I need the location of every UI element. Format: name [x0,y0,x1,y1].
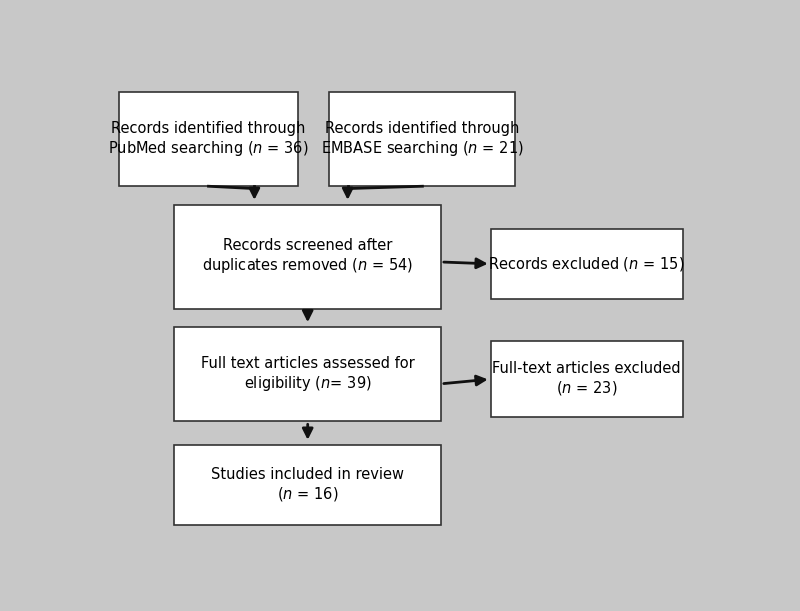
FancyBboxPatch shape [174,205,441,309]
FancyBboxPatch shape [490,229,682,299]
Text: Full text articles assessed for
eligibility ($n$= 39): Full text articles assessed for eligibil… [201,356,414,393]
Text: Records identified through
EMBASE searching ($n$ = 21): Records identified through EMBASE search… [321,121,524,158]
Text: Records excluded ($n$ = 15): Records excluded ($n$ = 15) [489,255,685,273]
Text: Studies included in review
($n$ = 16): Studies included in review ($n$ = 16) [211,467,404,503]
Text: Records screened after
duplicates removed ($n$ = 54): Records screened after duplicates remove… [202,238,414,275]
FancyBboxPatch shape [174,327,441,422]
Text: Full-text articles excluded
($n$ = 23): Full-text articles excluded ($n$ = 23) [492,361,681,397]
FancyBboxPatch shape [174,445,441,525]
FancyBboxPatch shape [330,92,515,186]
FancyBboxPatch shape [490,342,682,417]
Text: Records identified through
PubMed searching ($n$ = 36): Records identified through PubMed search… [108,121,309,158]
FancyBboxPatch shape [118,92,298,186]
